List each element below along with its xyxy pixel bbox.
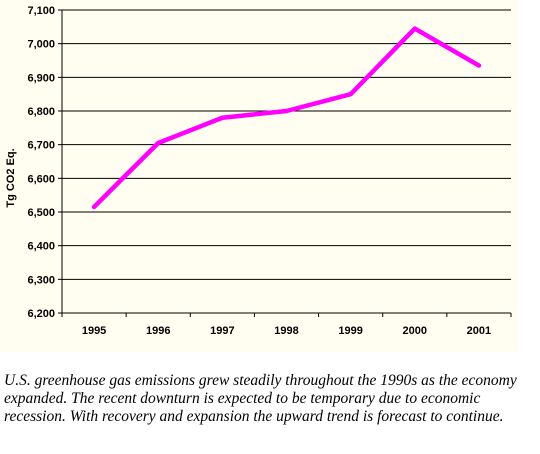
y-tick-label: 6,800 <box>27 106 55 118</box>
y-axis-title: Tg CO2 Eq. <box>5 148 17 207</box>
y-tick-label: 7,000 <box>27 39 55 51</box>
chart-panel: 6,200 6,300 6,400 6,500 6,600 6,700 6,800 6,900… <box>0 0 519 352</box>
x-tick-label: 2000 <box>403 325 427 337</box>
x-tick-label: 1995 <box>82 325 106 337</box>
y-tick-label: 6,300 <box>27 274 55 286</box>
figure-caption: U.S. greenhouse gas emissions grew stead… <box>4 372 517 425</box>
line-chart: 6,200 6,300 6,400 6,500 6,600 6,700 6,800 6,900… <box>5 5 512 337</box>
x-tick-label: 1997 <box>210 325 234 337</box>
y-tick-label: 6,700 <box>27 140 55 152</box>
series-line <box>91 26 482 210</box>
y-tick-label: 7,100 <box>27 5 55 17</box>
x-tick-label: 1998 <box>274 325 298 337</box>
gridlines <box>62 9 511 280</box>
y-tick-label: 6,900 <box>27 72 55 84</box>
series-layer <box>91 26 482 210</box>
y-tick-label: 6,200 <box>27 308 55 320</box>
x-tick-label: 1996 <box>146 325 170 337</box>
y-tick-label: 6,400 <box>27 241 55 253</box>
x-tick-labels: 1995 1996 1997 1998 1999 2000 2001 <box>82 325 491 337</box>
x-tick-label: 2001 <box>467 325 491 337</box>
y-tick-labels: 6,200 6,300 6,400 6,500 6,600 6,700 6,800 6,900… <box>27 5 55 320</box>
axes <box>58 9 512 317</box>
y-tick-label: 6,600 <box>27 173 55 185</box>
y-tick-label: 6,500 <box>27 207 55 219</box>
x-tick-label: 1999 <box>338 325 362 337</box>
